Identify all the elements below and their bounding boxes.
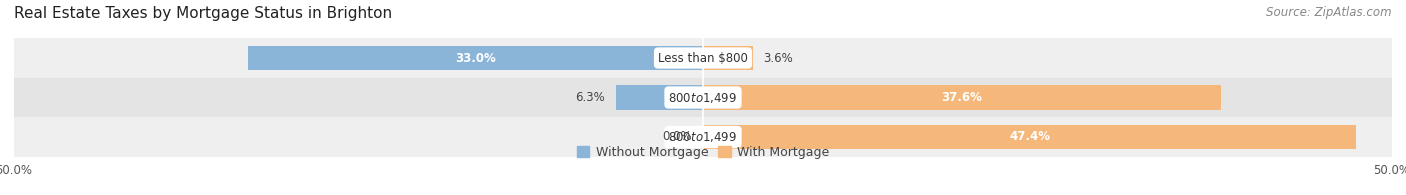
Legend: Without Mortgage, With Mortgage: Without Mortgage, With Mortgage bbox=[572, 141, 834, 164]
Bar bbox=[703, 85, 1220, 110]
Bar bbox=[14, 78, 1392, 117]
Text: 33.0%: 33.0% bbox=[456, 51, 496, 65]
Text: Less than $800: Less than $800 bbox=[658, 51, 748, 65]
Text: 6.3%: 6.3% bbox=[575, 91, 605, 104]
Text: $800 to $1,499: $800 to $1,499 bbox=[668, 130, 738, 144]
Text: 47.4%: 47.4% bbox=[1010, 130, 1050, 144]
Text: Real Estate Taxes by Mortgage Status in Brighton: Real Estate Taxes by Mortgage Status in … bbox=[14, 6, 392, 21]
Bar bbox=[249, 46, 703, 70]
Bar bbox=[703, 125, 1357, 149]
Bar bbox=[14, 117, 1392, 157]
Text: Source: ZipAtlas.com: Source: ZipAtlas.com bbox=[1267, 6, 1392, 19]
Bar bbox=[616, 85, 703, 110]
Text: $800 to $1,499: $800 to $1,499 bbox=[668, 90, 738, 105]
Text: 3.6%: 3.6% bbox=[763, 51, 793, 65]
Bar bbox=[14, 38, 1392, 78]
Bar bbox=[703, 46, 752, 70]
Text: 0.0%: 0.0% bbox=[662, 130, 692, 144]
Text: 37.6%: 37.6% bbox=[942, 91, 983, 104]
